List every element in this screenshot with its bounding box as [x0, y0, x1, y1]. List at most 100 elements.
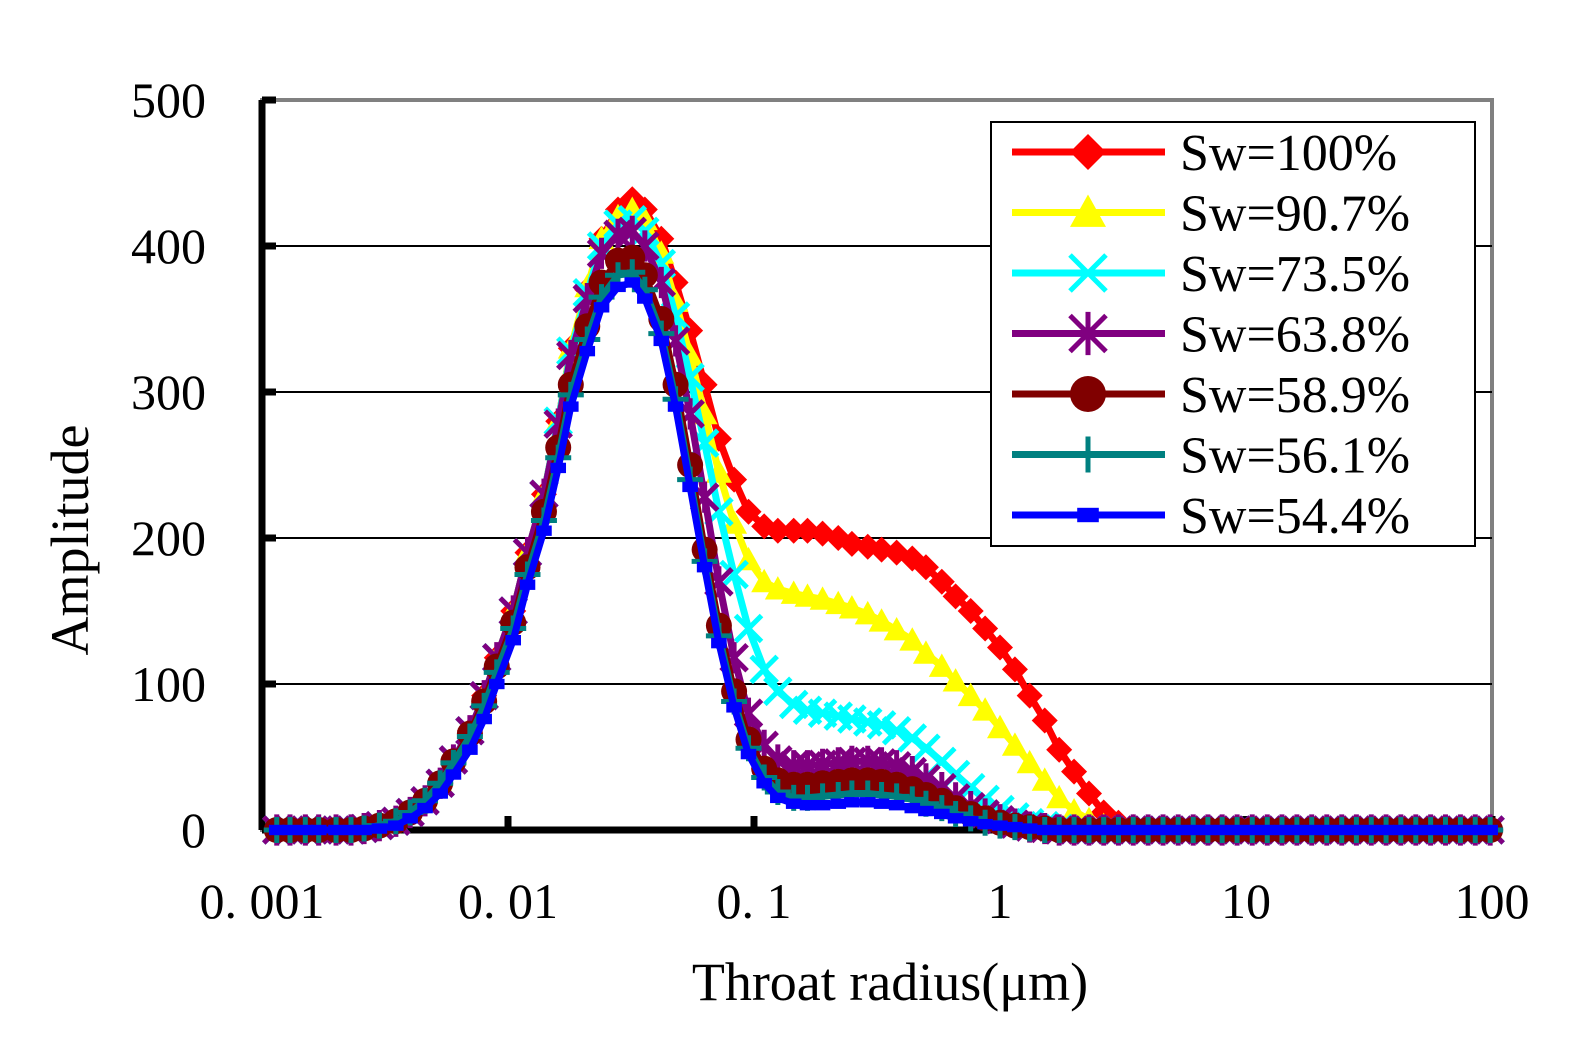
data-point	[942, 583, 969, 610]
data-point	[1467, 824, 1484, 836]
data-point	[637, 293, 653, 304]
data-point	[682, 481, 698, 493]
data-point	[749, 654, 779, 685]
data-point	[1407, 824, 1424, 836]
legend-item: Sw=73.5%	[1012, 246, 1410, 303]
data-point	[726, 702, 742, 713]
data-point	[912, 554, 939, 581]
legend-item: Sw=90.7%	[1012, 186, 1410, 243]
data-point	[934, 808, 950, 820]
data-point	[1081, 824, 1097, 836]
data-point	[667, 401, 684, 412]
data-point	[711, 637, 727, 649]
data-point	[445, 769, 462, 780]
legend-item: Sw=56.1%	[1012, 428, 1410, 485]
data-point	[1140, 824, 1156, 836]
legend-marker	[1070, 194, 1106, 227]
data-point	[735, 498, 762, 525]
data-point	[733, 613, 764, 644]
data-point	[417, 802, 433, 814]
x-tick-label: 0. 1	[717, 873, 792, 929]
data-point	[1214, 824, 1230, 836]
data-point	[1007, 821, 1023, 833]
legend-item: Sw=63.8%	[1012, 307, 1410, 364]
data-point	[1031, 767, 1058, 791]
data-point	[1185, 824, 1201, 836]
data-point	[624, 277, 641, 288]
y-tick-label: 200	[131, 510, 206, 566]
data-point	[942, 668, 969, 692]
data-point	[1155, 824, 1171, 836]
data-point	[830, 798, 847, 809]
data-point	[972, 615, 999, 642]
data-point	[838, 595, 865, 619]
data-point	[764, 576, 791, 600]
data-point	[1437, 824, 1454, 836]
data-point	[1075, 780, 1102, 807]
data-point	[957, 598, 984, 624]
data-point	[610, 281, 626, 293]
data-point	[1031, 707, 1058, 734]
data-point	[1125, 824, 1142, 836]
x-tick-label: 10	[1221, 873, 1271, 929]
x-tick-label: 0. 01	[458, 873, 558, 929]
x-tick-label: 100	[1455, 873, 1530, 929]
data-point	[1229, 824, 1245, 836]
data-point	[562, 401, 579, 412]
data-point	[1482, 824, 1498, 836]
data-point	[947, 813, 964, 824]
data-point	[1016, 749, 1043, 774]
legend-label: Sw=90.7%	[1180, 186, 1410, 243]
data-point	[550, 462, 567, 474]
data-point	[1200, 824, 1216, 836]
data-point	[854, 600, 881, 625]
y-axis-title: Amplitude	[40, 425, 100, 656]
data-point	[1001, 656, 1028, 683]
data-point	[282, 824, 298, 836]
data-point	[794, 583, 821, 607]
legend-item: Sw=100%	[1012, 125, 1397, 182]
data-point	[972, 697, 999, 721]
data-point	[721, 510, 748, 534]
data-point	[579, 345, 596, 357]
data-point	[1274, 824, 1290, 836]
y-tick-label: 400	[131, 218, 206, 274]
data-point	[536, 525, 552, 536]
data-point	[977, 818, 993, 830]
data-point	[844, 797, 860, 808]
data-point	[1110, 824, 1127, 836]
legend-marker	[1070, 376, 1106, 412]
data-point	[1422, 824, 1439, 836]
data-point	[1061, 798, 1088, 822]
data-point	[653, 335, 670, 347]
data-point	[1363, 824, 1380, 836]
y-tick-label: 0	[181, 802, 206, 858]
data-point	[297, 824, 314, 836]
legend-label: Sw=100%	[1180, 125, 1397, 182]
data-point	[814, 799, 831, 811]
data-point	[1046, 784, 1073, 809]
legend-item: Sw=58.9%	[1012, 367, 1410, 424]
data-point	[873, 798, 890, 809]
data-point	[505, 635, 522, 646]
y-tick-labels: 0 100 200 300 400 500	[131, 72, 206, 858]
legend: Sw=100%Sw=90.7%Sw=73.5%Sw=63.8%Sw=58.9%S…	[990, 121, 1476, 547]
data-point	[764, 517, 791, 544]
data-point	[328, 824, 344, 836]
x-tick-label: 0. 001	[200, 873, 325, 929]
data-point	[740, 748, 757, 760]
data-point	[402, 813, 418, 824]
data-point	[488, 678, 505, 690]
data-point	[859, 797, 876, 808]
data-point	[899, 627, 926, 651]
data-point	[343, 824, 359, 836]
y-tick-label: 100	[131, 656, 206, 712]
legend-marker	[1070, 134, 1106, 170]
data-point	[809, 586, 836, 610]
data-point	[1016, 682, 1043, 709]
data-point	[1051, 824, 1067, 836]
data-point	[751, 568, 778, 593]
data-point	[476, 713, 492, 725]
data-point	[992, 820, 1008, 831]
